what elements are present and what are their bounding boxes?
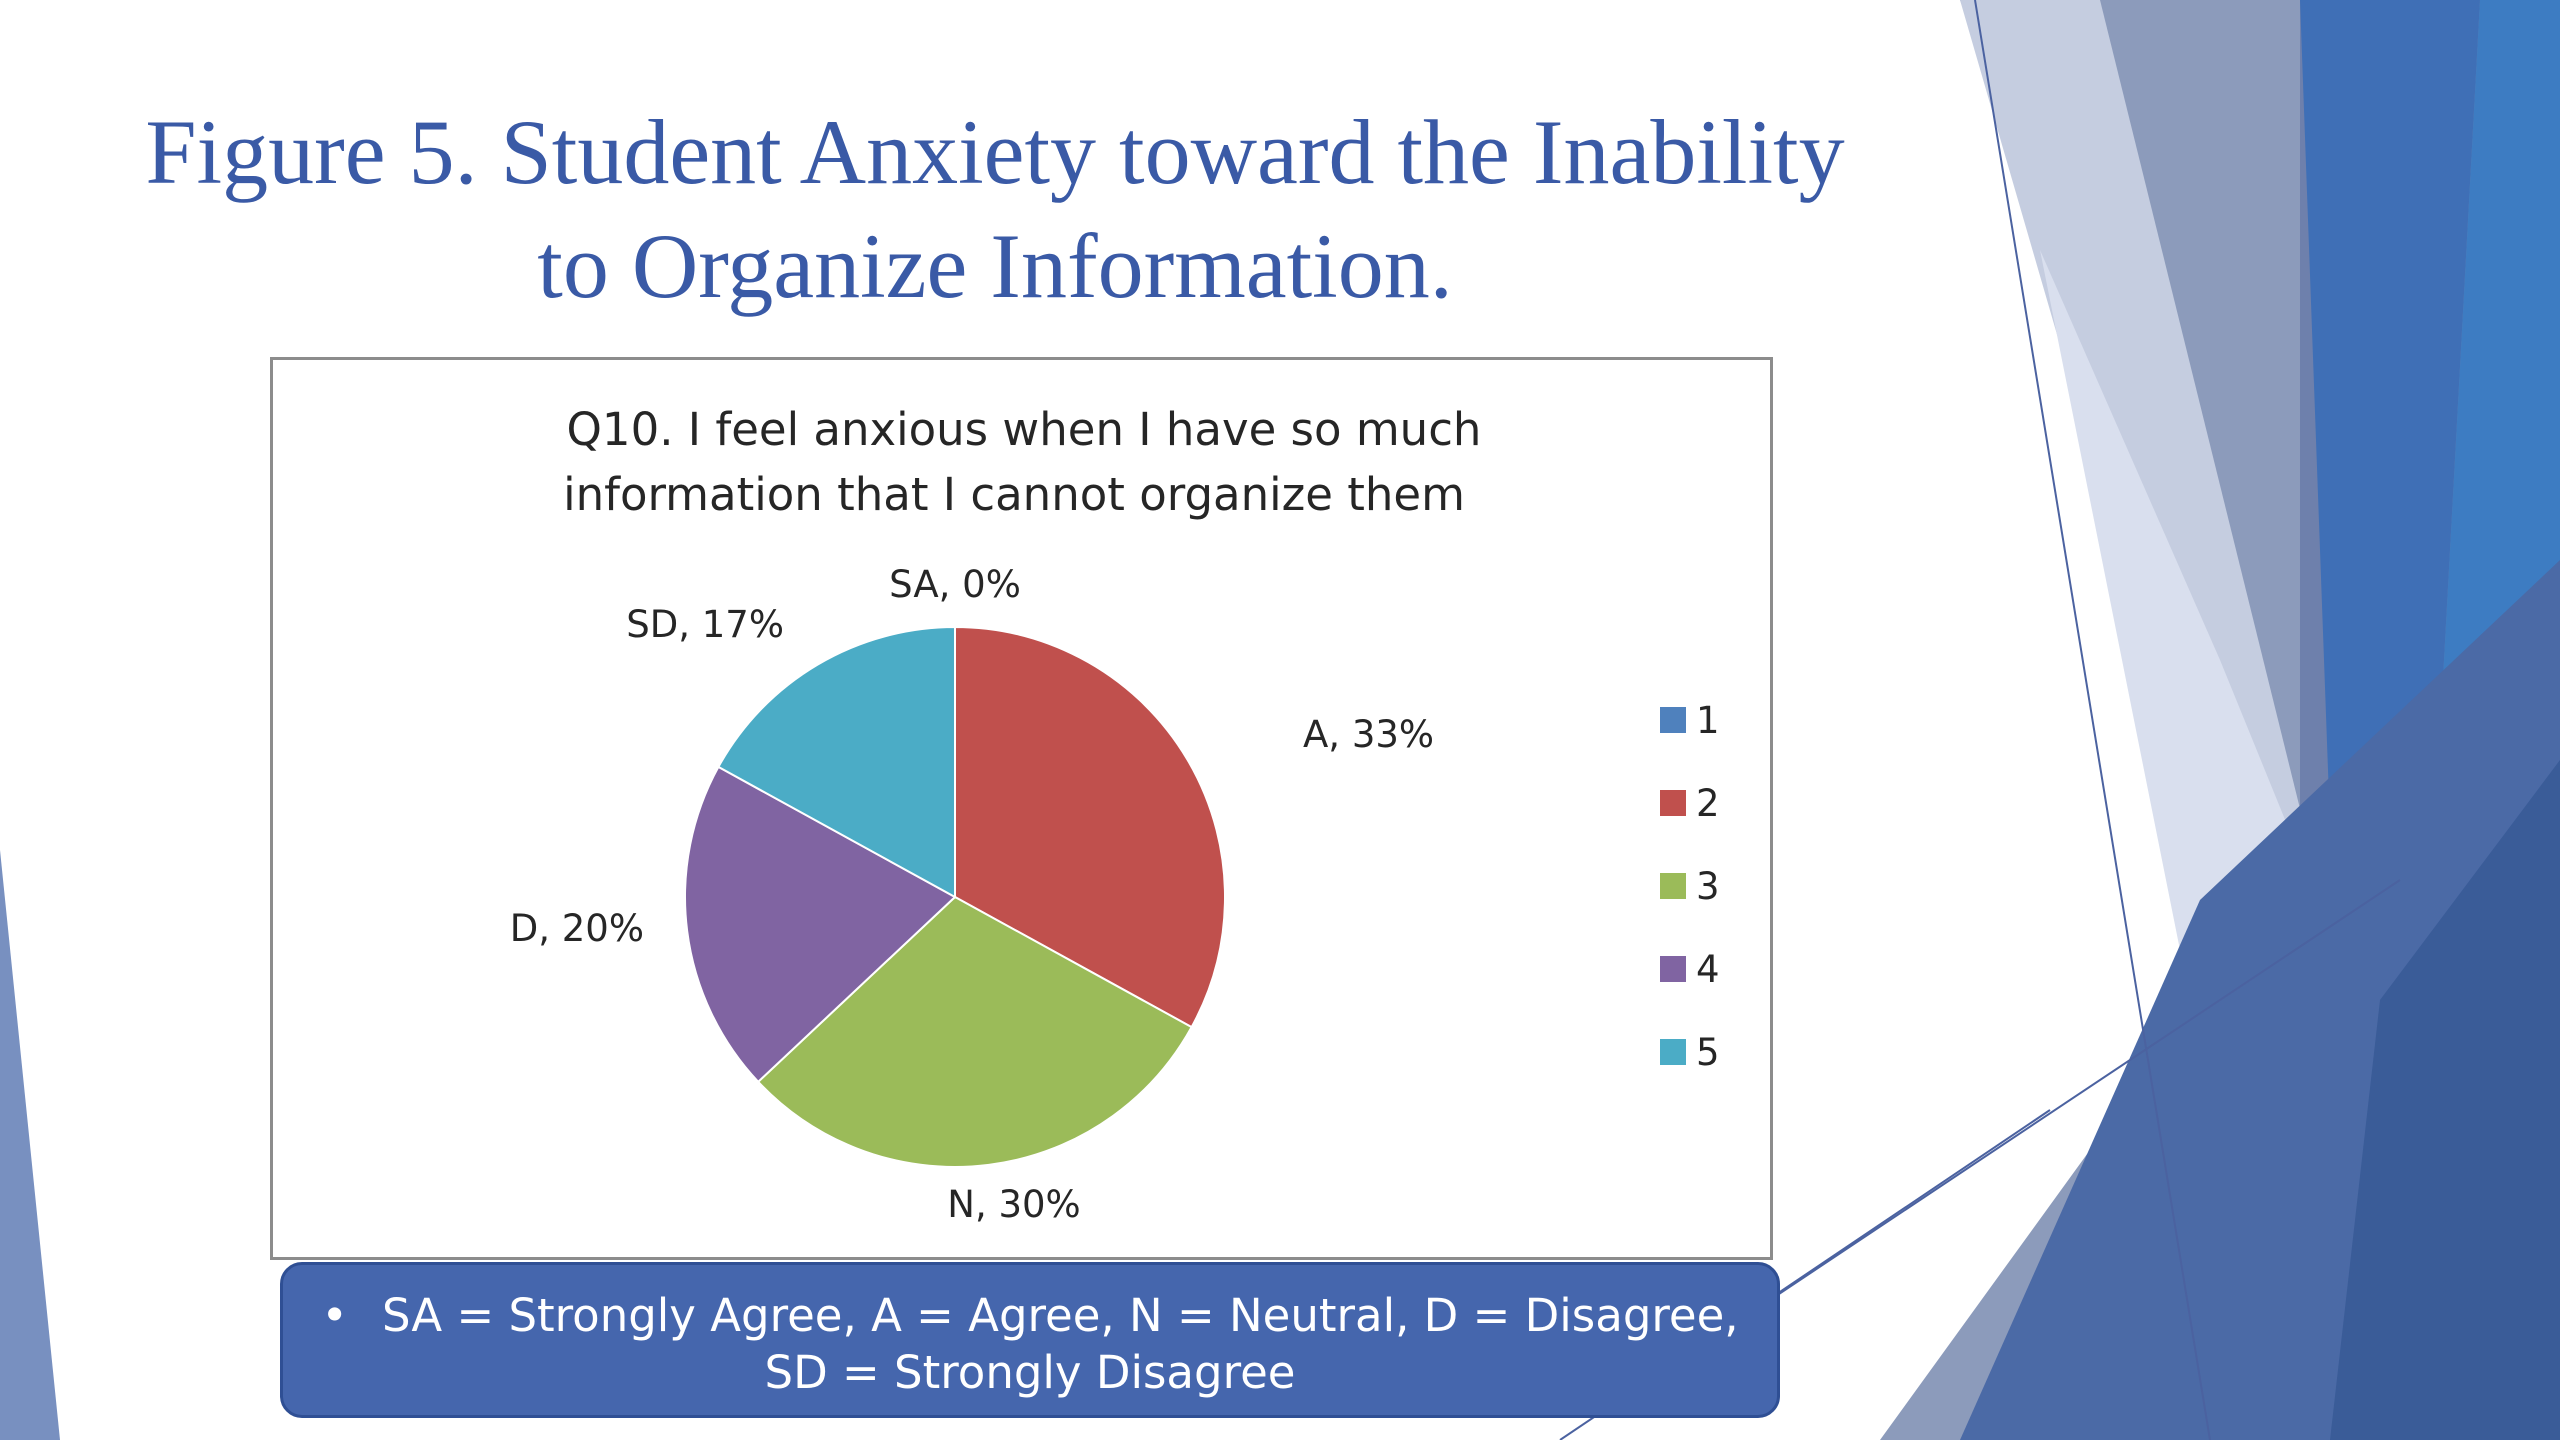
footnote-bullet: • — [321, 1289, 348, 1342]
pie-data-labels: SA, 0% A, 33% N, 30% D, 20% SD, 17% — [510, 563, 1434, 1226]
slide-title-line-2: to Organize Information. — [537, 215, 1453, 317]
data-label-d: D, 20% — [510, 907, 644, 950]
pie-slice-n — [756, 895, 1193, 1168]
chart-title-line-1: Q10. I feel anxious when I have so much — [567, 403, 1482, 456]
footnote-line-2: SD = Strongly Disagree — [764, 1346, 1296, 1399]
pie-slice-sd — [717, 625, 956, 899]
pie-slice-a — [954, 625, 1227, 1029]
legend-label-3: 3 — [1696, 865, 1720, 908]
legend-swatch-3 — [1660, 873, 1686, 899]
data-label-sd: SD, 17% — [626, 603, 784, 646]
chart-title: Q10. I feel anxious when I have so much … — [563, 403, 1481, 521]
pie-slices — [684, 625, 1227, 1168]
legend-swatch-4 — [1660, 956, 1686, 982]
legend-label-1: 1 — [1696, 699, 1720, 742]
chart-title-line-2: information that I cannot organize them — [563, 468, 1465, 521]
data-label-a: A, 33% — [1303, 713, 1434, 756]
chart-legend: 1 2 3 4 5 — [1660, 699, 1720, 1074]
legend-swatch-5 — [1660, 1039, 1686, 1065]
legend-label-5: 5 — [1696, 1031, 1720, 1074]
slide-title-line-1: Figure 5. Student Anxiety toward the Ina… — [145, 101, 1845, 203]
legend-label-4: 4 — [1696, 948, 1720, 991]
legend-label-2: 2 — [1696, 782, 1720, 825]
legend-swatch-2 — [1660, 790, 1686, 816]
footnote-line-1: SA = Strongly Agree, A = Agree, N = Neut… — [381, 1289, 1739, 1342]
data-label-sa: SA, 0% — [889, 563, 1021, 606]
pie-chart: Q10. I feel anxious when I have so much … — [510, 403, 1720, 1226]
data-label-n: N, 30% — [947, 1183, 1080, 1226]
pie-chart-panel: Q10. I feel anxious when I have so much … — [270, 357, 1773, 1260]
pie-slice-d — [684, 765, 957, 1084]
abbreviation-footnote: • SA = Strongly Agree, A = Agree, N = Neu… — [280, 1262, 1780, 1418]
slide-title: Figure 5. Student Anxiety toward the Ina… — [60, 95, 1930, 323]
legend-swatch-1 — [1660, 707, 1686, 733]
